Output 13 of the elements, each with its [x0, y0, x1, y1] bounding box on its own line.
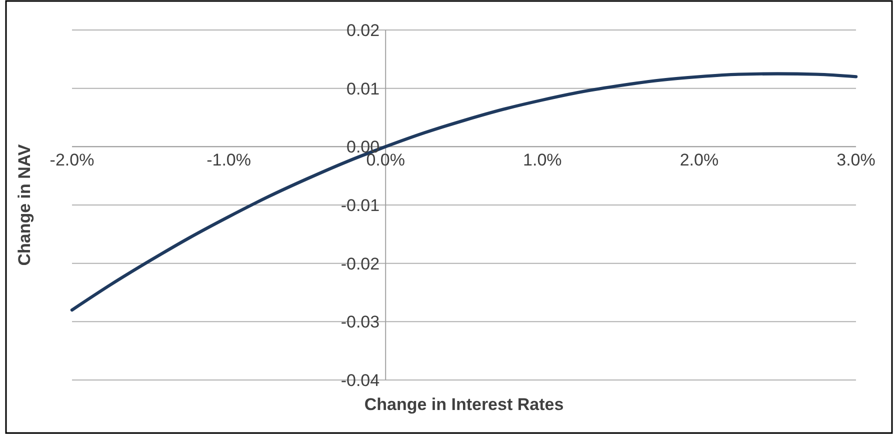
x-tick-label: -2.0%: [50, 150, 94, 170]
y-tick-label: 0.02: [346, 20, 380, 40]
y-tick-label: -0.03: [340, 312, 380, 332]
x-tick-label: 3.0%: [836, 150, 876, 170]
y-tick-label: -0.04: [340, 370, 380, 390]
y-tick-label: -0.01: [340, 196, 380, 215]
y-axis-title: Change in NAV: [14, 144, 34, 266]
y-tick-label: -0.02: [340, 254, 380, 274]
x-tick-label: -1.0%: [206, 150, 252, 170]
x-axis-title: Change in Interest Rates: [364, 394, 564, 414]
y-tick-label: 0.01: [346, 79, 380, 98]
x-tick-label: 1.0%: [523, 150, 562, 170]
x-tick-label: 2.0%: [680, 150, 719, 170]
